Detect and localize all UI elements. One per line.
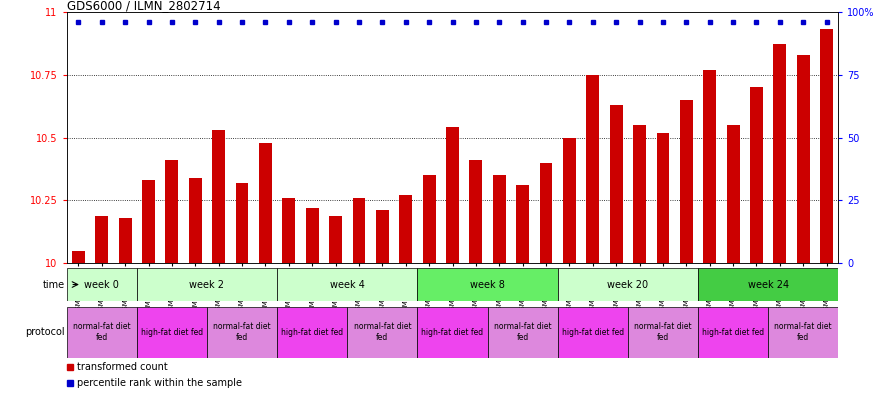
Bar bbox=[72, 251, 84, 263]
Text: week 2: week 2 bbox=[189, 279, 225, 290]
Bar bbox=[277, 307, 348, 358]
Bar bbox=[283, 198, 295, 263]
Bar bbox=[67, 307, 137, 358]
Text: normal-fat diet
fed: normal-fat diet fed bbox=[213, 322, 271, 342]
Bar bbox=[797, 55, 810, 263]
Bar bbox=[628, 307, 698, 358]
Text: high-fat diet fed: high-fat diet fed bbox=[281, 328, 343, 336]
Bar bbox=[137, 268, 277, 301]
Text: week 24: week 24 bbox=[748, 279, 789, 290]
Text: normal-fat diet
fed: normal-fat diet fed bbox=[73, 322, 131, 342]
Text: time: time bbox=[43, 279, 65, 290]
Bar bbox=[353, 198, 365, 263]
Bar bbox=[540, 163, 552, 263]
Bar bbox=[446, 127, 459, 263]
Bar bbox=[587, 75, 599, 263]
Bar bbox=[188, 178, 202, 263]
Text: high-fat diet fed: high-fat diet fed bbox=[562, 328, 624, 336]
Text: normal-fat diet
fed: normal-fat diet fed bbox=[354, 322, 412, 342]
Bar bbox=[165, 160, 179, 263]
Bar bbox=[376, 211, 388, 263]
Bar bbox=[119, 218, 132, 263]
Bar bbox=[557, 307, 628, 358]
Bar bbox=[207, 307, 277, 358]
Bar bbox=[493, 175, 506, 263]
Text: week 4: week 4 bbox=[330, 279, 364, 290]
Bar bbox=[698, 307, 768, 358]
Bar bbox=[329, 215, 342, 263]
Bar bbox=[67, 268, 137, 301]
Text: normal-fat diet
fed: normal-fat diet fed bbox=[774, 322, 832, 342]
Text: GDS6000 / ILMN_2802714: GDS6000 / ILMN_2802714 bbox=[67, 0, 220, 12]
Bar bbox=[95, 215, 108, 263]
Bar bbox=[348, 307, 418, 358]
Bar bbox=[726, 125, 740, 263]
Text: high-fat diet fed: high-fat diet fed bbox=[421, 328, 484, 336]
Bar bbox=[137, 307, 207, 358]
Bar bbox=[277, 268, 418, 301]
Bar bbox=[517, 185, 529, 263]
Text: normal-fat diet
fed: normal-fat diet fed bbox=[634, 322, 692, 342]
Bar bbox=[821, 29, 833, 263]
Bar bbox=[703, 70, 717, 263]
Bar bbox=[633, 125, 646, 263]
Text: high-fat diet fed: high-fat diet fed bbox=[702, 328, 765, 336]
Bar bbox=[773, 44, 786, 263]
Bar bbox=[557, 268, 698, 301]
Bar bbox=[399, 195, 412, 263]
Bar bbox=[469, 160, 483, 263]
Bar bbox=[212, 130, 225, 263]
Text: protocol: protocol bbox=[25, 327, 65, 337]
Bar bbox=[698, 268, 838, 301]
Text: week 8: week 8 bbox=[470, 279, 505, 290]
Bar bbox=[142, 180, 155, 263]
Text: week 0: week 0 bbox=[84, 279, 119, 290]
Bar bbox=[422, 175, 436, 263]
Bar bbox=[306, 208, 318, 263]
Text: high-fat diet fed: high-fat diet fed bbox=[140, 328, 203, 336]
Bar bbox=[418, 307, 487, 358]
Bar bbox=[750, 87, 763, 263]
Bar bbox=[768, 307, 838, 358]
Bar bbox=[259, 143, 272, 263]
Text: week 20: week 20 bbox=[607, 279, 648, 290]
Bar bbox=[487, 307, 557, 358]
Bar bbox=[656, 132, 669, 263]
Bar bbox=[563, 138, 576, 263]
Bar bbox=[236, 183, 249, 263]
Bar bbox=[610, 105, 622, 263]
Text: transformed count: transformed count bbox=[76, 362, 167, 372]
Text: percentile rank within the sample: percentile rank within the sample bbox=[76, 378, 242, 388]
Text: normal-fat diet
fed: normal-fat diet fed bbox=[493, 322, 551, 342]
Bar bbox=[418, 268, 557, 301]
Bar bbox=[680, 100, 693, 263]
